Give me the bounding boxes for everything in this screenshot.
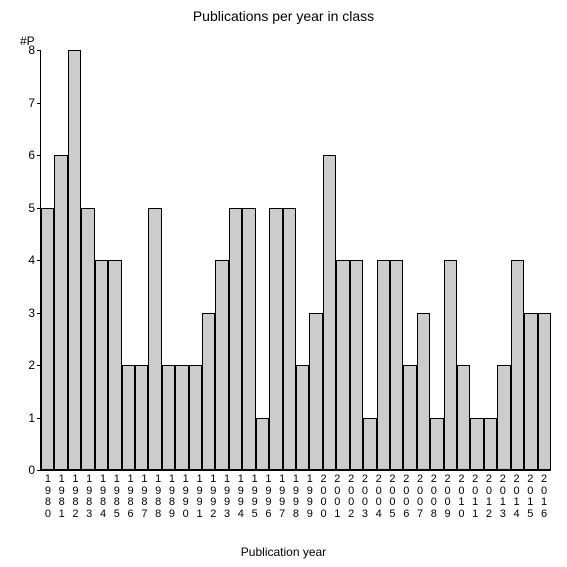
x-tick-label: 1999 [303,470,317,520]
bar [256,418,269,471]
x-tick-label: 2015 [523,470,537,520]
x-tick-label: 1992 [206,470,220,520]
y-tick-label: 1 [28,411,41,425]
bar [377,260,390,470]
x-tick-label: 2006 [399,470,413,520]
x-tick-label: 1995 [248,470,262,520]
bar [242,208,255,471]
bar [457,365,470,470]
x-tick-label: 1994 [234,470,248,520]
x-tick-label: 1989 [165,470,179,520]
x-tick-label: 2011 [468,470,482,520]
bar [484,418,497,471]
bar [122,365,135,470]
y-tick-label: 2 [28,358,41,372]
bar [417,313,430,471]
bar [296,365,309,470]
y-tick-label: 7 [28,96,41,110]
x-axis-title: Publication year [0,545,567,559]
x-tick-label: 2010 [455,470,469,520]
bar [202,313,215,471]
x-tick-label: 1997 [275,470,289,520]
x-tick-label: 2001 [330,470,344,520]
x-tick-label: 2012 [482,470,496,520]
y-tick-label: 5 [28,201,41,215]
x-tick-label: 2014 [510,470,524,520]
bar [309,313,322,471]
x-tick-label: 2002 [344,470,358,520]
bar [41,208,54,471]
bar [108,260,121,470]
y-tick-label: 6 [28,148,41,162]
y-tick-label: 4 [28,253,41,267]
x-tick-label: 1986 [124,470,138,520]
y-tick-label: 0 [28,463,41,477]
bar [497,365,510,470]
bar [323,155,336,470]
x-tick-label: 2009 [441,470,455,520]
bar [215,260,228,470]
bar [229,208,242,471]
x-tick-label: 1982 [69,470,83,520]
bar [336,260,349,470]
bar [430,418,443,471]
x-tick-label: 1983 [82,470,96,520]
bar [269,208,282,471]
chart-title: Publications per year in class [0,8,567,24]
x-tick-label: 2000 [317,470,331,520]
x-tick-label: 1987 [137,470,151,520]
x-tick-label: 2007 [413,470,427,520]
x-tick-label: 1981 [55,470,69,520]
x-tick-label: 2013 [496,470,510,520]
bar [189,365,202,470]
bar [511,260,524,470]
x-tick-label: 1991 [193,470,207,520]
bar [390,260,403,470]
bar [524,313,537,471]
x-tick-label: 2008 [427,470,441,520]
x-tick-label: 2016 [537,470,551,520]
bar [175,365,188,470]
y-tick-label: 3 [28,306,41,320]
x-tick-label: 1984 [96,470,110,520]
bar [162,365,175,470]
y-tick-label: 8 [28,43,41,57]
bar [148,208,161,471]
x-tick-label: 1998 [289,470,303,520]
bar [444,260,457,470]
plot-area: 0123456781980198119821983198419851986198… [40,50,551,471]
bar [403,365,416,470]
bar [350,260,363,470]
bar [538,313,551,471]
chart-container: Publications per year in class #P 012345… [0,0,567,567]
bar [54,155,67,470]
bar [68,50,81,470]
x-tick-label: 1993 [220,470,234,520]
bar [81,208,94,471]
bar [470,418,483,471]
x-tick-label: 1990 [179,470,193,520]
bar [135,365,148,470]
x-tick-label: 2003 [358,470,372,520]
bar [363,418,376,471]
x-tick-label: 1988 [151,470,165,520]
x-tick-label: 1996 [262,470,276,520]
x-tick-label: 2004 [372,470,386,520]
x-tick-label: 2005 [386,470,400,520]
bar [95,260,108,470]
bar [283,208,296,471]
x-tick-label: 1985 [110,470,124,520]
x-tick-label: 1980 [41,470,55,520]
